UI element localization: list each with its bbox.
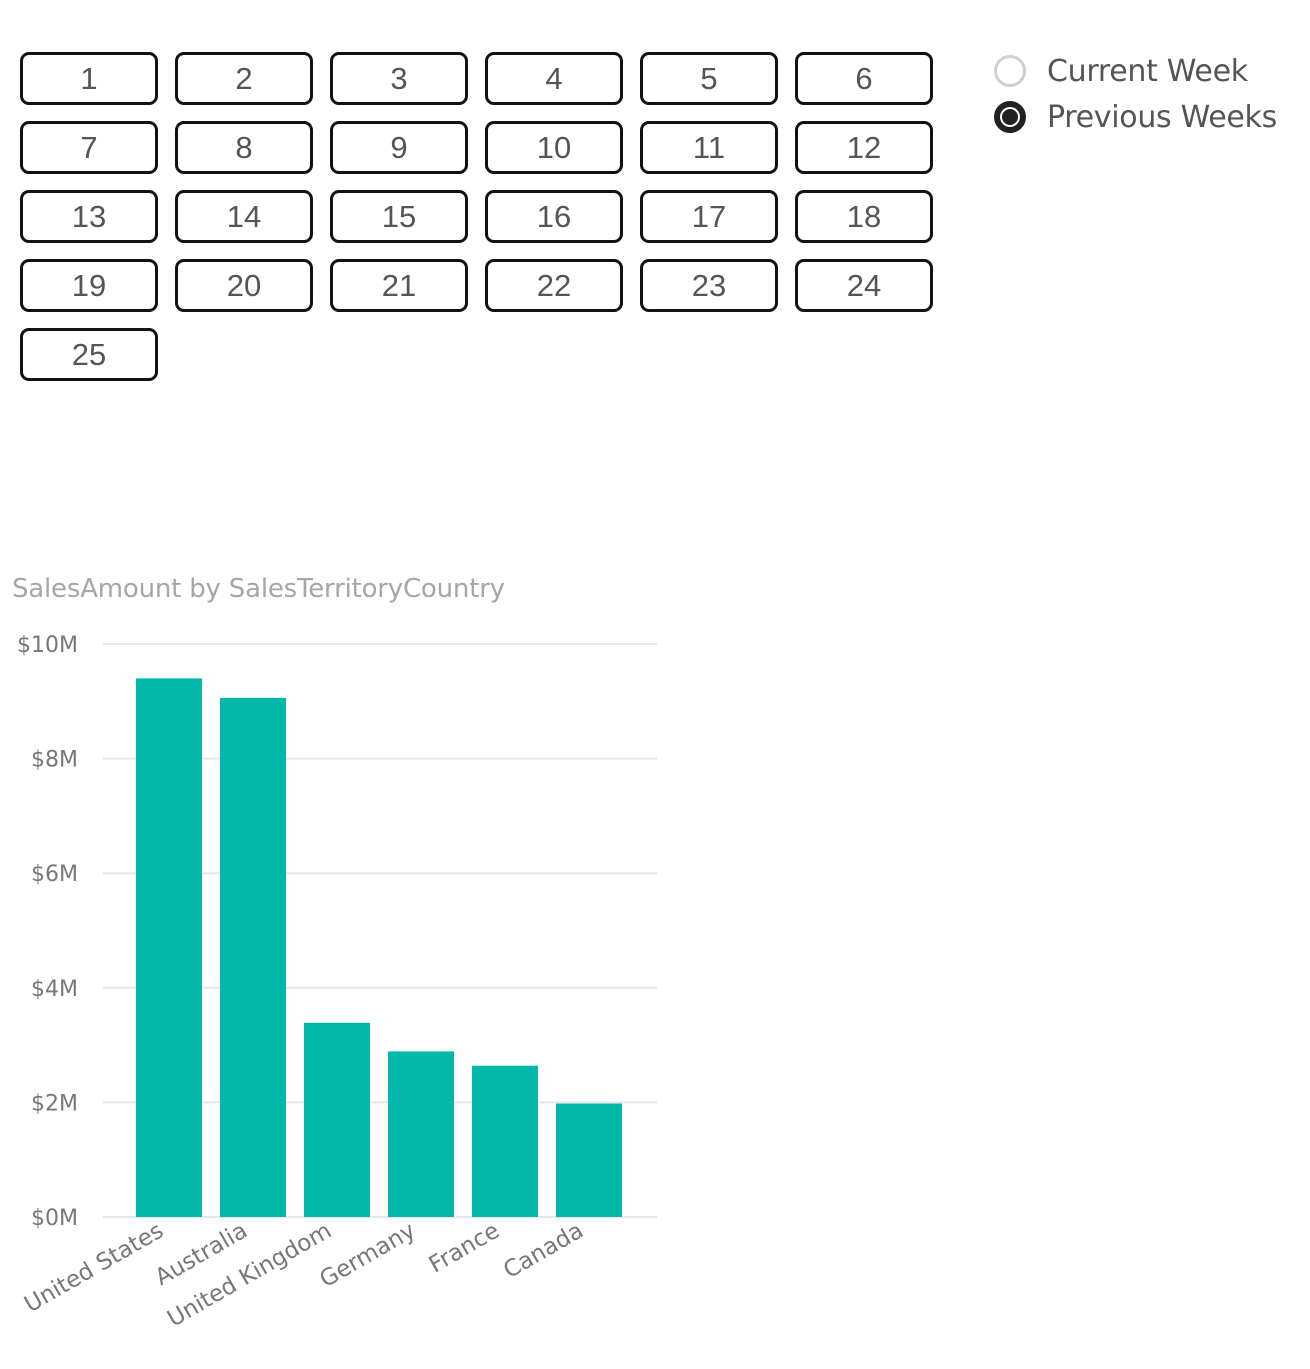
y-tick-label: $0M	[31, 1206, 78, 1231]
x-category-label: Germany	[315, 1218, 420, 1293]
y-tick-label: $4M	[31, 977, 78, 1002]
bar-united-kingdom[interactable]	[304, 1022, 370, 1217]
bar-canada[interactable]	[556, 1103, 622, 1217]
week-button-13[interactable]: 13	[20, 190, 158, 243]
week-button-10[interactable]: 10	[485, 121, 623, 174]
x-category-label: United States	[20, 1218, 168, 1318]
bar-australia[interactable]	[220, 697, 286, 1217]
bar-united-states[interactable]	[136, 678, 202, 1217]
radio-button[interactable]	[994, 55, 1026, 87]
week-button-8[interactable]: 8	[175, 121, 313, 174]
week-button-11[interactable]: 11	[640, 121, 778, 174]
week-button-5[interactable]: 5	[640, 52, 778, 105]
week-button-1[interactable]: 1	[20, 52, 158, 105]
week-button-14[interactable]: 14	[175, 190, 313, 243]
week-button-17[interactable]: 17	[640, 190, 778, 243]
week-button-12[interactable]: 12	[795, 121, 933, 174]
week-button-22[interactable]: 22	[485, 259, 623, 312]
week-button-6[interactable]: 6	[795, 52, 933, 105]
bar-france[interactable]	[472, 1065, 538, 1217]
week-button-21[interactable]: 21	[330, 259, 468, 312]
y-tick-label: $6M	[31, 862, 78, 887]
bar-germany[interactable]	[388, 1051, 454, 1217]
x-category-label: Canada	[499, 1218, 588, 1284]
week-button-15[interactable]: 15	[330, 190, 468, 243]
radio-button[interactable]	[994, 101, 1026, 133]
radio-label: Previous Weeks	[1047, 99, 1277, 135]
period-slicer: Current Week Previous Weeks	[994, 48, 1294, 140]
week-button-19[interactable]: 19	[20, 259, 158, 312]
week-button-7[interactable]: 7	[20, 121, 158, 174]
week-button-20[interactable]: 20	[175, 259, 313, 312]
week-slicer: 1 2 3 4 5 6 7 8 9 10 11 12 13 14 15 16 17 18 19 20 21 22 23 24 2…	[20, 52, 934, 382]
week-button-2[interactable]: 2	[175, 52, 313, 105]
week-button-25[interactable]: 25	[20, 328, 158, 381]
y-tick-label: $10M	[17, 633, 78, 658]
week-button-3[interactable]: 3	[330, 52, 468, 105]
y-tick-label: $2M	[31, 1091, 78, 1116]
week-button-18[interactable]: 18	[795, 190, 933, 243]
week-button-4[interactable]: 4	[485, 52, 623, 105]
radio-label: Current Week	[1047, 53, 1248, 89]
radio-option-current-week[interactable]: Current Week	[994, 48, 1294, 94]
chart-title: SalesAmount by SalesTerritoryCountry	[12, 574, 505, 604]
y-tick-label: $8M	[31, 748, 78, 773]
week-button-23[interactable]: 23	[640, 259, 778, 312]
week-button-9[interactable]: 9	[330, 121, 468, 174]
radio-option-previous-weeks[interactable]: Previous Weeks	[994, 94, 1294, 140]
week-button-24[interactable]: 24	[795, 259, 933, 312]
week-button-16[interactable]: 16	[485, 190, 623, 243]
x-category-label: France	[425, 1218, 504, 1279]
